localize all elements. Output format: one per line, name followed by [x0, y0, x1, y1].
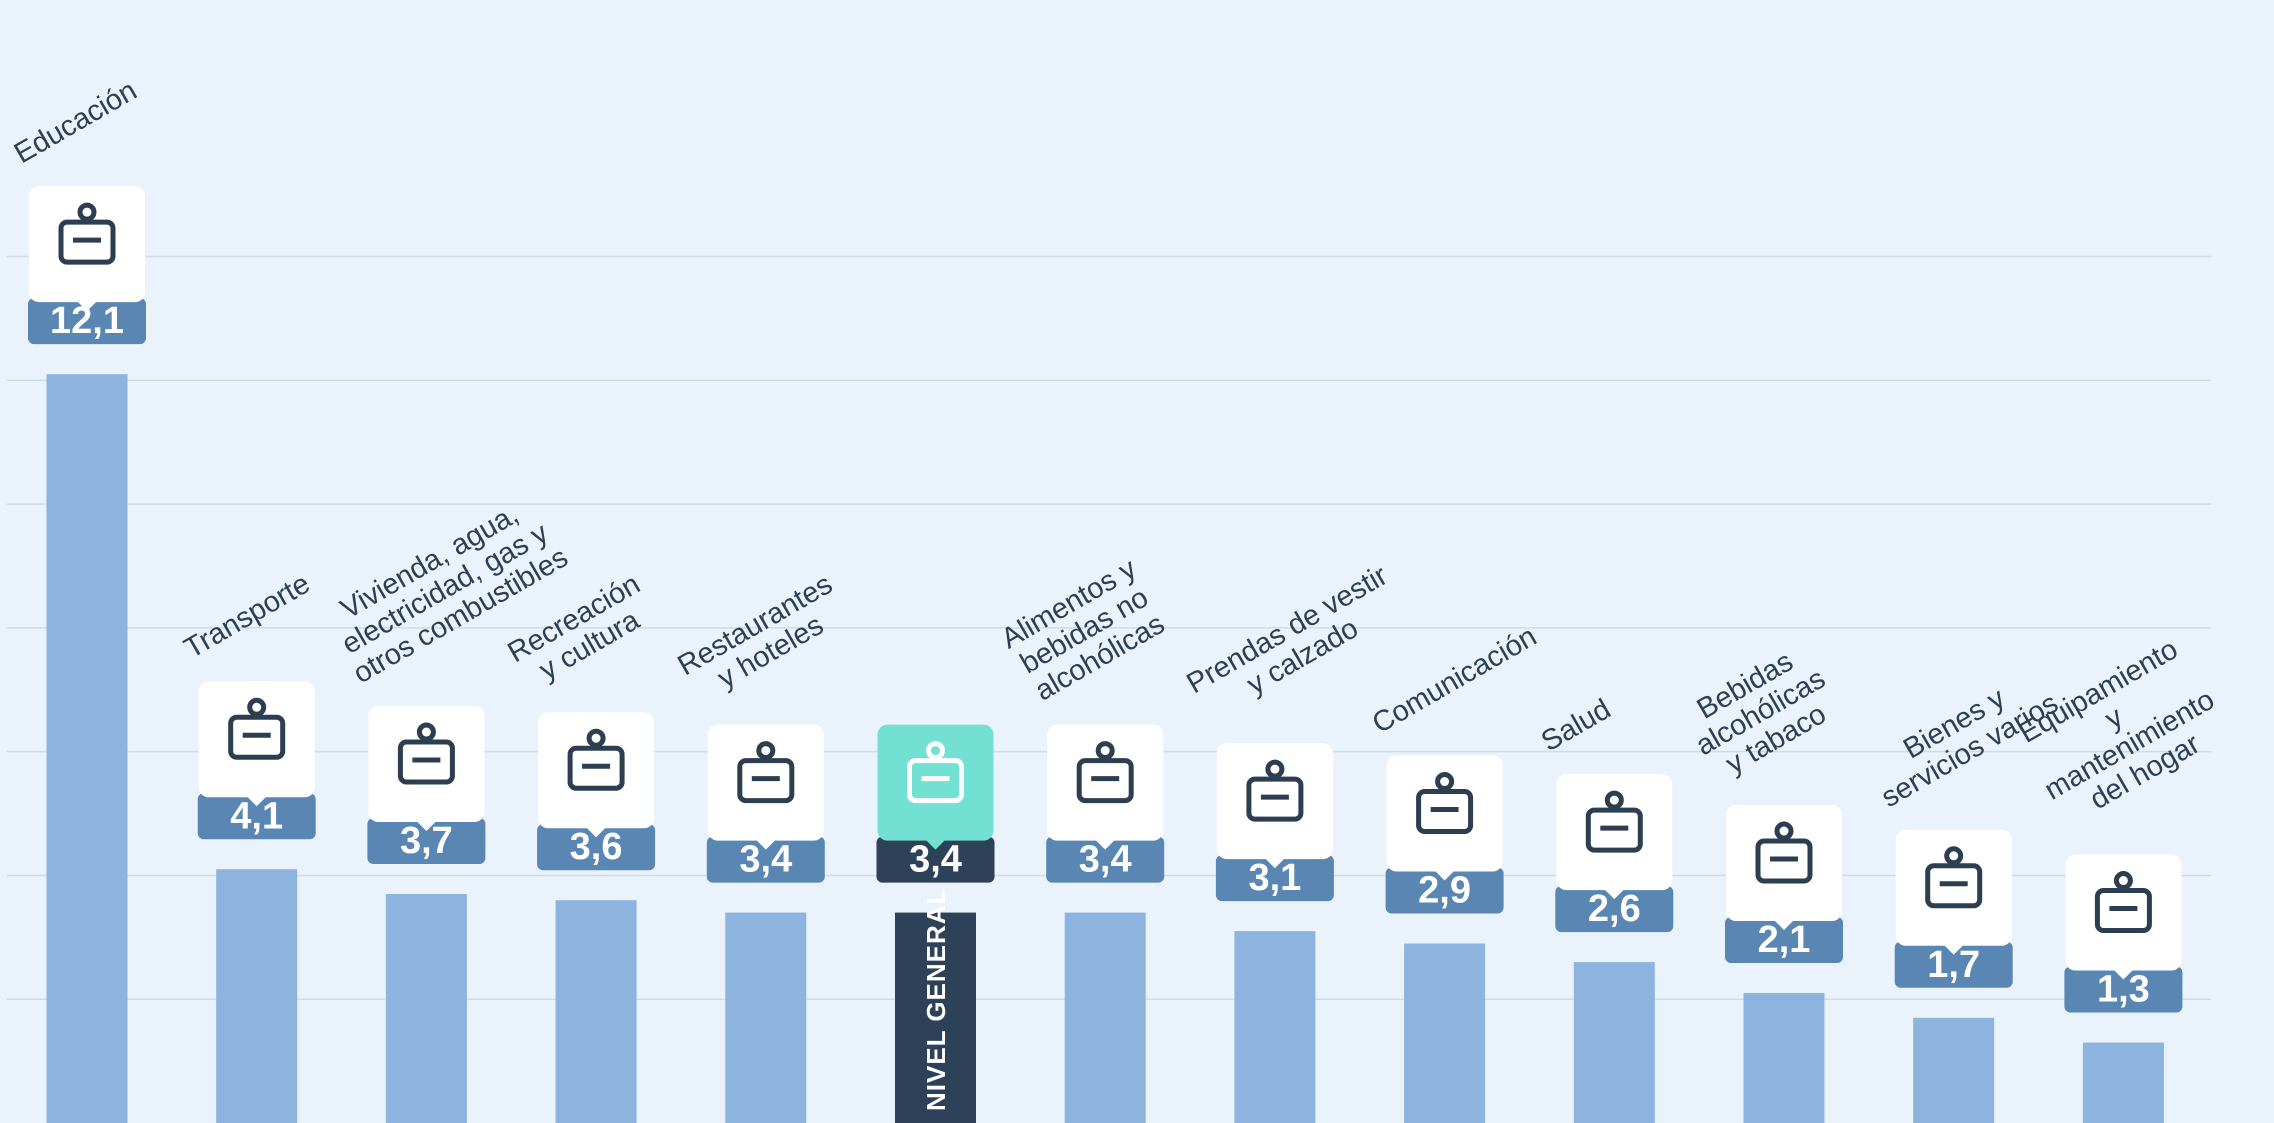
icon-shape — [397, 739, 455, 785]
icon-pointer — [586, 827, 607, 838]
icon — [1416, 772, 1474, 835]
icon-shape — [2094, 888, 2152, 934]
icon — [1755, 821, 1813, 884]
value-label-box — [1385, 867, 1504, 914]
value-label-box — [1555, 886, 1674, 933]
bar — [385, 894, 467, 1123]
value-label-box — [706, 836, 825, 883]
icon-box — [1895, 829, 2012, 946]
icon — [1246, 759, 1304, 822]
value-label-box — [28, 298, 146, 345]
icon — [58, 202, 116, 265]
icon-box — [877, 724, 994, 841]
icon-shape — [1585, 807, 1643, 853]
value-label-box — [537, 824, 656, 871]
icon-box — [2065, 854, 2182, 971]
icon-box — [198, 681, 315, 798]
icon-shape — [1435, 772, 1455, 792]
icon-box — [1216, 743, 1333, 860]
value-label-box — [1215, 855, 1334, 902]
icon-shape — [1076, 758, 1134, 804]
bar — [216, 869, 298, 1123]
icon-shape — [586, 728, 606, 748]
icon-shape — [567, 745, 625, 791]
icon-box — [1726, 805, 1842, 922]
value-label-box — [1725, 917, 1843, 964]
bar — [1913, 1017, 1995, 1123]
value-label-box — [2064, 966, 2183, 1013]
icon-shape — [228, 714, 286, 760]
bar — [1743, 993, 1825, 1123]
value-label-box — [1894, 941, 2013, 988]
icon-pointer — [925, 839, 946, 850]
icon-box — [29, 186, 145, 303]
icon-shape — [1246, 776, 1304, 822]
icon-pointer — [77, 301, 97, 312]
icon-pointer — [1604, 889, 1625, 900]
icon-box — [1386, 755, 1503, 872]
icon — [1076, 741, 1134, 804]
icon-shape — [756, 741, 776, 761]
icon-box — [538, 712, 655, 829]
bar — [46, 374, 128, 1123]
icon-shape — [1095, 741, 1115, 761]
icon — [228, 697, 286, 760]
icon-shape — [58, 219, 116, 265]
icon-shape — [416, 722, 436, 742]
icon-box — [707, 724, 824, 841]
value-label-box — [367, 818, 486, 865]
category-label: NIVEL GENERAL — [920, 887, 951, 1111]
icon — [2094, 871, 2152, 934]
icon-shape — [1774, 821, 1794, 841]
icon-shape — [1416, 789, 1474, 835]
value-label-box — [1046, 836, 1165, 883]
icon-pointer — [2113, 969, 2134, 980]
bar — [1573, 962, 1655, 1123]
bar — [725, 912, 807, 1123]
icon — [567, 728, 625, 791]
icon-shape — [907, 758, 964, 804]
icon-shape — [77, 202, 97, 222]
icon-box — [368, 706, 485, 823]
icon-pointer — [246, 796, 267, 807]
value-label-box — [876, 836, 995, 883]
bar — [895, 912, 976, 1123]
icon-shape — [1265, 759, 1285, 779]
bar — [1064, 912, 1146, 1123]
icon — [1925, 846, 1983, 909]
icon — [907, 741, 964, 804]
bar — [1234, 931, 1316, 1123]
icon-box — [1556, 774, 1673, 891]
icon-pointer — [1434, 870, 1455, 881]
icon-pointer — [1095, 839, 1116, 850]
icon-shape — [926, 741, 945, 761]
icon-shape — [1925, 863, 1983, 909]
icon-shape — [2113, 871, 2133, 891]
icon-pointer — [1774, 920, 1794, 931]
icon — [1585, 790, 1643, 853]
icon-shape — [247, 697, 267, 717]
bar — [555, 900, 637, 1123]
bar — [1404, 943, 1486, 1123]
value-label-box — [197, 793, 316, 840]
bar — [2082, 1042, 2164, 1123]
icon-pointer — [1264, 858, 1285, 869]
icon-pointer — [755, 839, 776, 850]
icon-shape — [737, 758, 795, 804]
icon-shape — [1604, 790, 1624, 810]
icon — [737, 741, 795, 804]
icon-box — [1047, 724, 1164, 841]
icon — [397, 722, 455, 785]
icon-shape — [1944, 846, 1964, 866]
icon-pointer — [1943, 944, 1964, 955]
icon-pointer — [416, 821, 437, 832]
icon-shape — [1755, 838, 1813, 884]
